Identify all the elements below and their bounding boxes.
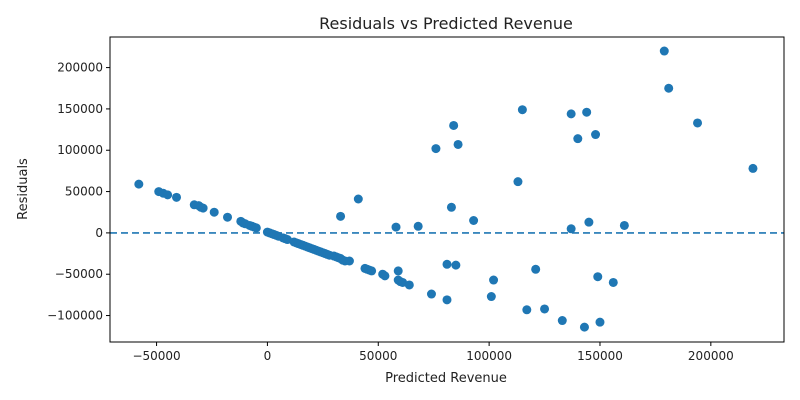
data-point (336, 211, 346, 221)
data-point (748, 163, 758, 173)
data-points (134, 46, 758, 332)
x-axis-label: Predicted Revenue (385, 371, 507, 386)
data-point (344, 256, 354, 266)
data-point (163, 190, 173, 200)
data-point (353, 194, 363, 204)
data-point (517, 105, 527, 115)
chart-title: Residuals vs Predicted Revenue (319, 14, 573, 33)
y-tick-label: −100000 (47, 309, 103, 323)
data-point (453, 139, 463, 149)
data-point (446, 202, 456, 212)
data-point (391, 222, 401, 232)
y-tick-label: −50000 (55, 267, 103, 281)
x-tick-label: 0 (264, 349, 272, 363)
data-point (489, 275, 499, 285)
data-point (134, 179, 144, 189)
data-point (223, 212, 233, 222)
data-point (579, 322, 589, 332)
data-point (486, 292, 496, 302)
data-point (513, 177, 523, 187)
data-point (449, 120, 459, 130)
data-point (540, 304, 550, 314)
x-axis-ticks: −50000 0 50000 100000 150000 200000 (132, 342, 734, 363)
x-tick-label: 200000 (688, 349, 734, 363)
data-point (393, 266, 403, 276)
y-tick-label: 50000 (65, 185, 103, 199)
y-tick-label: 200000 (57, 61, 103, 75)
data-point (380, 271, 390, 281)
data-point (582, 107, 592, 117)
x-tick-label: 50000 (359, 349, 397, 363)
data-point (404, 280, 414, 290)
y-axis-ticks: −100000 −50000 0 50000 100000 150000 200000 (47, 61, 110, 323)
data-point (659, 46, 669, 56)
data-point (566, 224, 576, 234)
data-point (522, 305, 532, 315)
data-point (442, 259, 452, 269)
y-tick-label: 100000 (57, 143, 103, 157)
data-point (619, 220, 629, 230)
data-point (693, 118, 703, 128)
data-point (584, 217, 594, 227)
x-tick-label: 150000 (577, 349, 623, 363)
data-point (469, 215, 479, 225)
data-point (451, 260, 461, 270)
data-point (593, 272, 603, 282)
data-point (198, 203, 208, 213)
data-point (566, 109, 576, 119)
data-point (595, 317, 605, 327)
data-point (664, 83, 674, 93)
y-tick-label: 0 (95, 226, 103, 240)
data-point (251, 223, 261, 233)
data-point (573, 134, 583, 144)
y-tick-label: 150000 (57, 102, 103, 116)
x-tick-label: 100000 (466, 349, 512, 363)
plot-frame (109, 36, 785, 343)
data-point (557, 316, 567, 326)
data-point (431, 144, 441, 154)
data-point (209, 207, 219, 217)
y-axis-label: Residuals (16, 158, 31, 220)
data-point (413, 221, 423, 231)
data-point (531, 264, 541, 274)
data-point (442, 295, 452, 305)
data-point (591, 130, 601, 140)
data-point (426, 289, 436, 299)
data-point (172, 192, 182, 202)
data-point (608, 277, 618, 287)
x-tick-label: −50000 (132, 349, 180, 363)
data-point (367, 266, 377, 276)
